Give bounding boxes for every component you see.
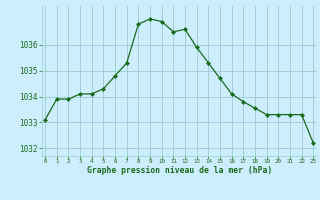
X-axis label: Graphe pression niveau de la mer (hPa): Graphe pression niveau de la mer (hPa) (87, 166, 272, 175)
